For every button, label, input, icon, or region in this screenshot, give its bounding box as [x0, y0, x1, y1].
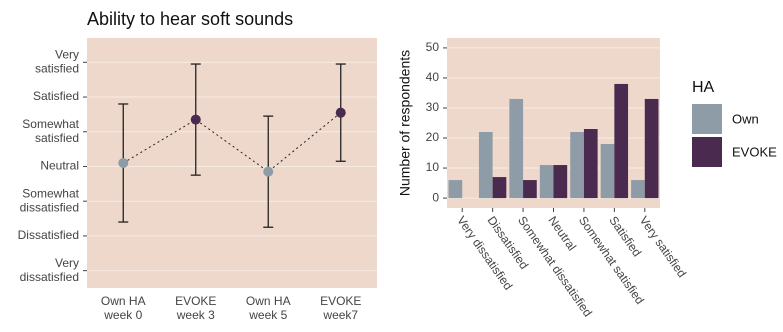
bar [448, 180, 463, 199]
chart-title: Ability to hear soft sounds [87, 9, 293, 29]
x-tick-label: week7 [322, 308, 358, 322]
legend-label: EVOKE [732, 144, 777, 159]
x-tick-label: week 5 [248, 308, 287, 322]
bar [523, 180, 537, 199]
panel [87, 38, 377, 288]
y-tick-label: 20 [426, 130, 440, 144]
legend-swatch [692, 104, 722, 134]
bar [478, 132, 493, 199]
bar [631, 180, 645, 199]
bar [583, 129, 598, 199]
point [190, 114, 201, 125]
legend-label: Own [732, 111, 759, 126]
point [263, 166, 274, 177]
legend-title: HA [692, 79, 715, 96]
y-tick-label: 30 [426, 100, 440, 114]
x-tick-label: EVOKE [320, 294, 361, 308]
y-tick-label: satisfied [35, 61, 79, 75]
y-tick-label: dissatisfied [20, 270, 79, 284]
x-tick-label: Very dissatisfied [454, 214, 515, 293]
bar [509, 98, 524, 199]
x-tick-label: week 0 [103, 308, 142, 322]
legend-swatch [692, 137, 722, 167]
bar [644, 98, 659, 199]
point [335, 107, 346, 118]
bar [570, 132, 584, 199]
bar [600, 144, 615, 199]
y-tick-label: dissatisfied [20, 200, 79, 214]
y-tick-label: Neutral [40, 159, 79, 173]
x-tick-label: Very satisfied [637, 214, 689, 280]
y-tick-label: Very [55, 256, 79, 270]
bar [539, 165, 554, 199]
y-tick-label: satisfied [35, 131, 79, 145]
y-tick-label: 50 [426, 40, 440, 54]
connector [122, 112, 342, 173]
bar [492, 177, 507, 199]
y-tick-label: 0 [432, 190, 439, 204]
x-tick-label: week 3 [176, 308, 215, 322]
y-tick-label: Somewhat [22, 117, 79, 131]
bar [614, 83, 629, 199]
x-tick-label: Own HA [101, 294, 146, 308]
y-tick-label: 40 [426, 70, 440, 84]
x-tick-label: Own HA [246, 294, 291, 308]
y-tick-label: Very [55, 47, 79, 61]
y-axis-label: Number of respondents [397, 50, 413, 196]
x-tick-label: EVOKE [175, 294, 216, 308]
y-tick-label: Dissatisfied [18, 228, 79, 242]
bar [553, 165, 568, 199]
y-tick-label: Satisfied [33, 89, 79, 103]
point [118, 158, 129, 168]
y-tick-label: 10 [426, 160, 440, 174]
y-tick-label: Somewhat [22, 186, 79, 200]
